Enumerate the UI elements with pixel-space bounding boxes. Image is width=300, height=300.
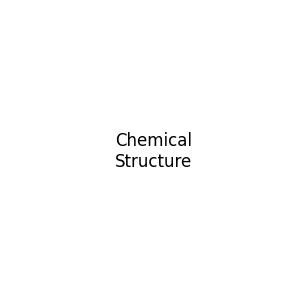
Text: Chemical
Structure: Chemical Structure: [115, 132, 192, 171]
